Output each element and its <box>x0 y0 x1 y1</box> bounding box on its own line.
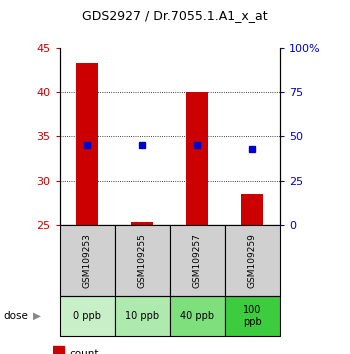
Text: count: count <box>70 349 99 354</box>
Text: 10 ppb: 10 ppb <box>125 311 159 321</box>
Text: GSM109253: GSM109253 <box>83 233 92 288</box>
Text: GSM109257: GSM109257 <box>193 233 202 288</box>
Text: 0 ppb: 0 ppb <box>73 311 101 321</box>
Bar <box>170 225 225 296</box>
Bar <box>76 63 98 225</box>
Bar <box>115 296 170 336</box>
Text: dose: dose <box>4 311 28 321</box>
Bar <box>170 296 225 336</box>
Text: GDS2927 / Dr.7055.1.A1_x_at: GDS2927 / Dr.7055.1.A1_x_at <box>82 9 268 22</box>
Text: 100
ppb: 100 ppb <box>243 305 262 327</box>
Bar <box>225 296 280 336</box>
Text: GSM109255: GSM109255 <box>138 233 147 288</box>
Text: GSM109259: GSM109259 <box>248 233 257 288</box>
Bar <box>52 346 64 354</box>
Bar <box>60 296 115 336</box>
Bar <box>115 225 170 296</box>
Bar <box>60 225 115 296</box>
Bar <box>186 92 208 225</box>
Bar <box>225 225 280 296</box>
Text: ▶: ▶ <box>33 311 41 321</box>
Bar <box>241 194 264 225</box>
Text: 40 ppb: 40 ppb <box>180 311 214 321</box>
Bar <box>131 222 153 225</box>
